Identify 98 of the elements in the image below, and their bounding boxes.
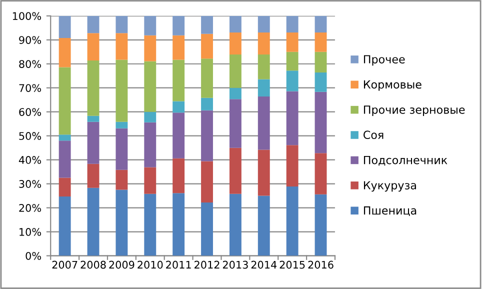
- legend-label: Кормовые: [364, 80, 422, 91]
- bar: [314, 72, 327, 92]
- bar: [201, 16, 213, 34]
- bar: [58, 67, 71, 135]
- y-tick-label: 80%: [19, 60, 42, 68]
- legend-label: Прочие зерновые: [364, 106, 465, 116]
- bar: [229, 32, 242, 55]
- bar: [286, 186, 298, 256]
- bar: [87, 116, 100, 122]
- bar: [87, 16, 100, 34]
- legend-label: Пшеница: [364, 206, 416, 216]
- y-tick-label: 10%: [20, 228, 42, 236]
- bar: [201, 34, 213, 59]
- bar: [144, 167, 156, 194]
- bar: [116, 60, 128, 122]
- y-tick-label: 70%: [19, 84, 42, 92]
- x-tick-label: 2007: [52, 260, 78, 269]
- bar: [286, 70, 298, 92]
- bar: [229, 99, 242, 148]
- y-tick-label: 20%: [19, 204, 42, 212]
- legend-label: Соя: [364, 130, 384, 140]
- bar: [258, 16, 270, 32]
- bar: [286, 52, 298, 71]
- bar: [314, 194, 327, 256]
- x-tick-label: 2014: [251, 260, 277, 269]
- bar: [229, 54, 242, 88]
- bar: [229, 16, 242, 32]
- bar: [258, 54, 270, 80]
- bar: [144, 194, 156, 256]
- x-tick-label: 2009: [109, 260, 134, 269]
- bar: [87, 33, 100, 61]
- bar: [172, 158, 185, 194]
- y-tick-label: 0%: [26, 252, 42, 260]
- bar: [229, 194, 242, 256]
- bar: [144, 16, 156, 36]
- y-tick-label: 40%: [18, 156, 42, 164]
- bar: [258, 196, 270, 256]
- bar: [116, 33, 128, 60]
- bar: [87, 60, 100, 116]
- bar: [172, 60, 185, 102]
- legend-label: Кукуруза: [364, 181, 416, 192]
- bar: [201, 98, 213, 110]
- bar: [144, 122, 156, 168]
- bar: [172, 112, 185, 158]
- bar: [116, 170, 128, 190]
- y-tick-label: 50%: [19, 132, 42, 140]
- y-tick-label: 90%: [19, 36, 42, 44]
- bar: [314, 92, 327, 154]
- bar: [58, 196, 71, 256]
- legend-label: Подсолнечник: [364, 156, 448, 166]
- bar: [116, 122, 128, 128]
- bar: [58, 178, 71, 197]
- bar: [201, 110, 213, 162]
- y-tick-label: 100%: [12, 12, 42, 20]
- x-tick-label: 2013: [222, 260, 248, 269]
- bar: [229, 88, 242, 100]
- bar: [87, 122, 100, 164]
- bar: [172, 35, 185, 60]
- bar: [144, 35, 156, 62]
- bar: [58, 134, 71, 141]
- bar: [229, 148, 242, 194]
- bar: [172, 193, 185, 256]
- x-tick-label: 2011: [166, 260, 191, 269]
- bar: [116, 16, 128, 34]
- bar: [144, 112, 156, 122]
- y-tick-label: 60%: [19, 108, 42, 116]
- bar: [116, 128, 128, 170]
- y-tick-label: 30%: [19, 180, 42, 188]
- bar: [286, 16, 298, 32]
- bar: [258, 32, 270, 55]
- bar: [286, 145, 298, 186]
- bar: [172, 16, 185, 36]
- bar: [201, 58, 213, 98]
- legend-label: Прочее: [364, 55, 405, 66]
- bar: [58, 140, 71, 178]
- bar: [116, 190, 128, 256]
- bar: [144, 61, 156, 112]
- x-tick-label: 2008: [80, 260, 106, 269]
- bar: [201, 202, 213, 256]
- bar: [286, 32, 298, 52]
- bar: [314, 153, 327, 194]
- bar: [258, 79, 270, 96]
- bar: [201, 161, 213, 203]
- x-tick-label: 2015: [280, 260, 305, 269]
- bar: [314, 16, 327, 32]
- bar: [314, 52, 327, 73]
- bar: [87, 188, 100, 256]
- bar: [258, 150, 270, 196]
- x-tick-label: 2016: [308, 260, 334, 269]
- bar: [87, 164, 100, 188]
- x-tick-label: 2012: [194, 260, 220, 269]
- bar: [258, 96, 270, 150]
- x-tick-label: 2010: [138, 260, 163, 269]
- bar: [314, 32, 327, 52]
- bar: [58, 38, 71, 68]
- bar: [58, 16, 71, 38]
- bar: [172, 101, 185, 113]
- bar: [286, 91, 298, 146]
